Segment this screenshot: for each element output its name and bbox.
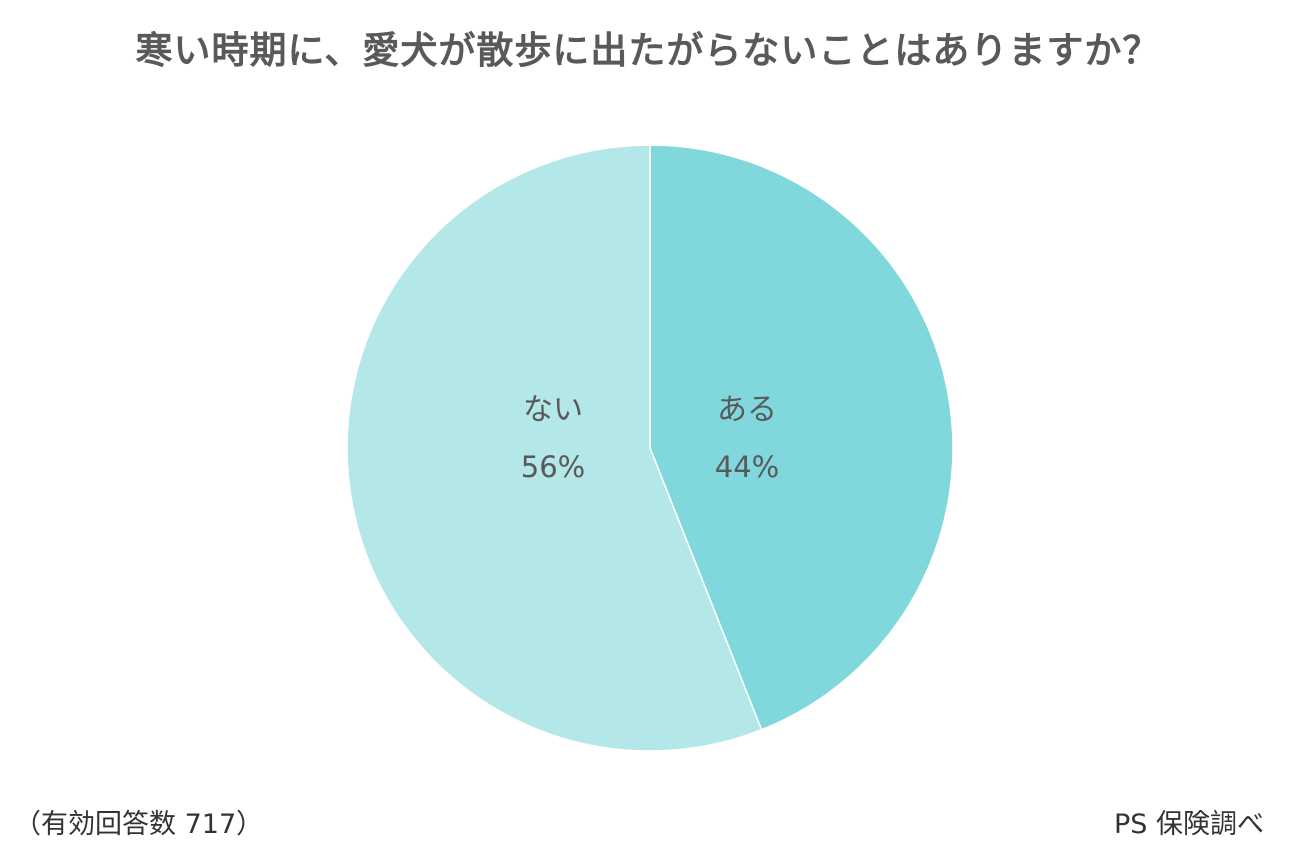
response-count-note: （有効回答数 717） [14,809,264,840]
pie-slice-nai [346,144,763,752]
pie-slice-aru [649,144,954,731]
slice-value-aru: 44% [715,450,779,484]
chart-title: 寒い時期に、愛犬が散歩に出たがらないことはありますか？ [135,29,1161,72]
slice-value-nai: 56% [521,450,585,484]
slice-label-nai: ない [523,393,583,428]
source-note: PS 保険調べ [1113,809,1264,840]
slice-label-aru: ある [717,393,777,428]
